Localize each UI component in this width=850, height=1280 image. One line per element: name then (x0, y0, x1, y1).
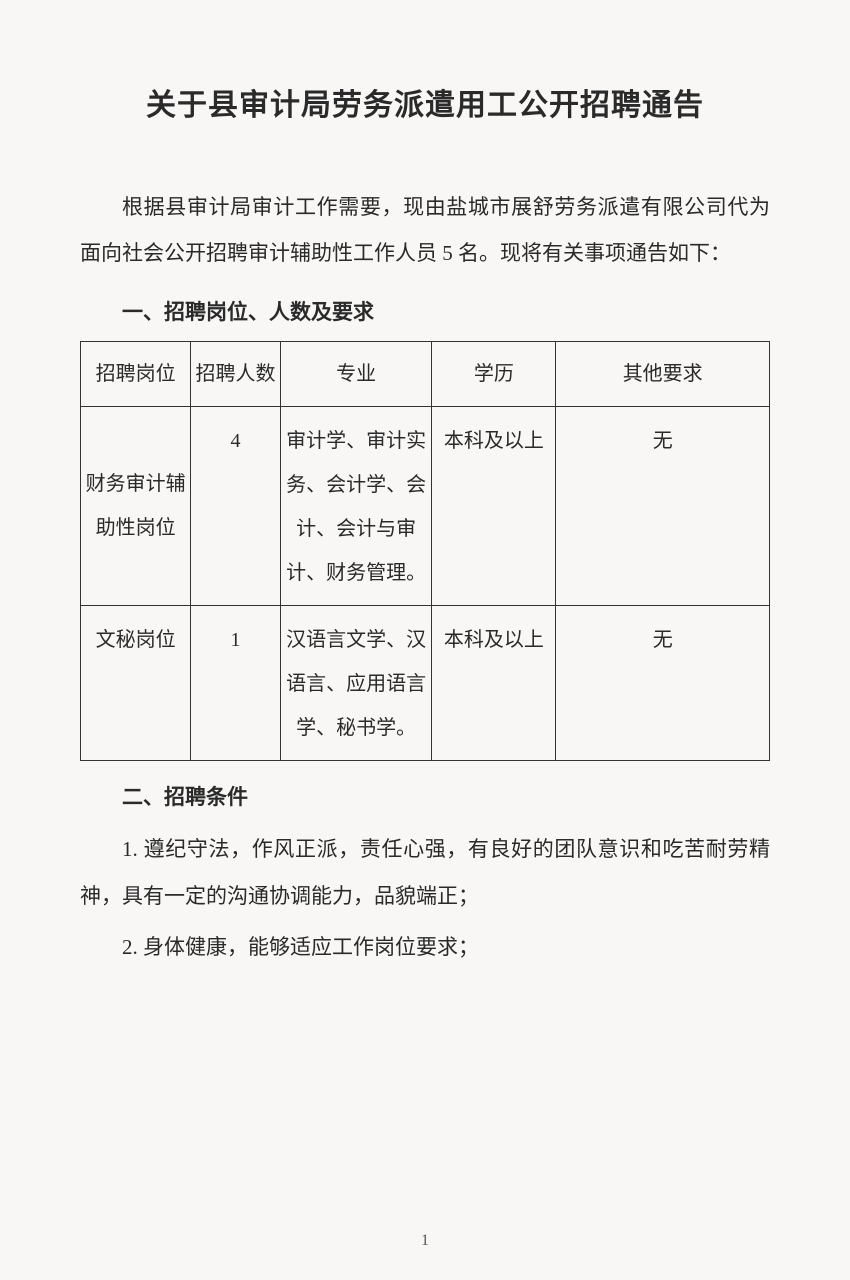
recruitment-table: 招聘岗位 招聘人数 专业 学历 其他要求 财务审计辅助性岗位 4 审计学、审计实… (80, 341, 770, 761)
section2-heading: 二、招聘条件 (80, 781, 770, 811)
cell-position: 文秘岗位 (81, 606, 191, 761)
cell-other: 无 (556, 606, 770, 761)
condition-1: 1. 遵纪守法，作风正派，责任心强，有良好的团队意识和吃苦耐劳精神，具有一定的沟… (80, 826, 770, 918)
table-header-row: 招聘岗位 招聘人数 专业 学历 其他要求 (81, 342, 770, 407)
header-other: 其他要求 (556, 342, 770, 407)
cell-count: 4 (191, 407, 281, 606)
cell-education: 本科及以上 (432, 407, 556, 606)
table-row: 财务审计辅助性岗位 4 审计学、审计实务、会计学、会计、会计与审计、财务管理。 … (81, 407, 770, 606)
condition-2: 2. 身体健康，能够适应工作岗位要求； (80, 924, 770, 970)
cell-other: 无 (556, 407, 770, 606)
cell-position: 财务审计辅助性岗位 (81, 407, 191, 606)
cell-major: 审计学、审计实务、会计学、会计、会计与审计、财务管理。 (280, 407, 432, 606)
cell-major: 汉语言文学、汉语言、应用语言学、秘书学。 (280, 606, 432, 761)
cell-education: 本科及以上 (432, 606, 556, 761)
document-title: 关于县审计局劳务派遣用工公开招聘通告 (80, 80, 770, 124)
header-position: 招聘岗位 (81, 342, 191, 407)
section1-heading: 一、招聘岗位、人数及要求 (80, 296, 770, 326)
cell-count: 1 (191, 606, 281, 761)
header-major: 专业 (280, 342, 432, 407)
table-row: 文秘岗位 1 汉语言文学、汉语言、应用语言学、秘书学。 本科及以上 无 (81, 606, 770, 761)
header-count: 招聘人数 (191, 342, 281, 407)
page-number: 1 (0, 1232, 850, 1250)
header-education: 学历 (432, 342, 556, 407)
intro-paragraph: 根据县审计局审计工作需要，现由盐城市展舒劳务派遣有限公司代为面向社会公开招聘审计… (80, 184, 770, 276)
